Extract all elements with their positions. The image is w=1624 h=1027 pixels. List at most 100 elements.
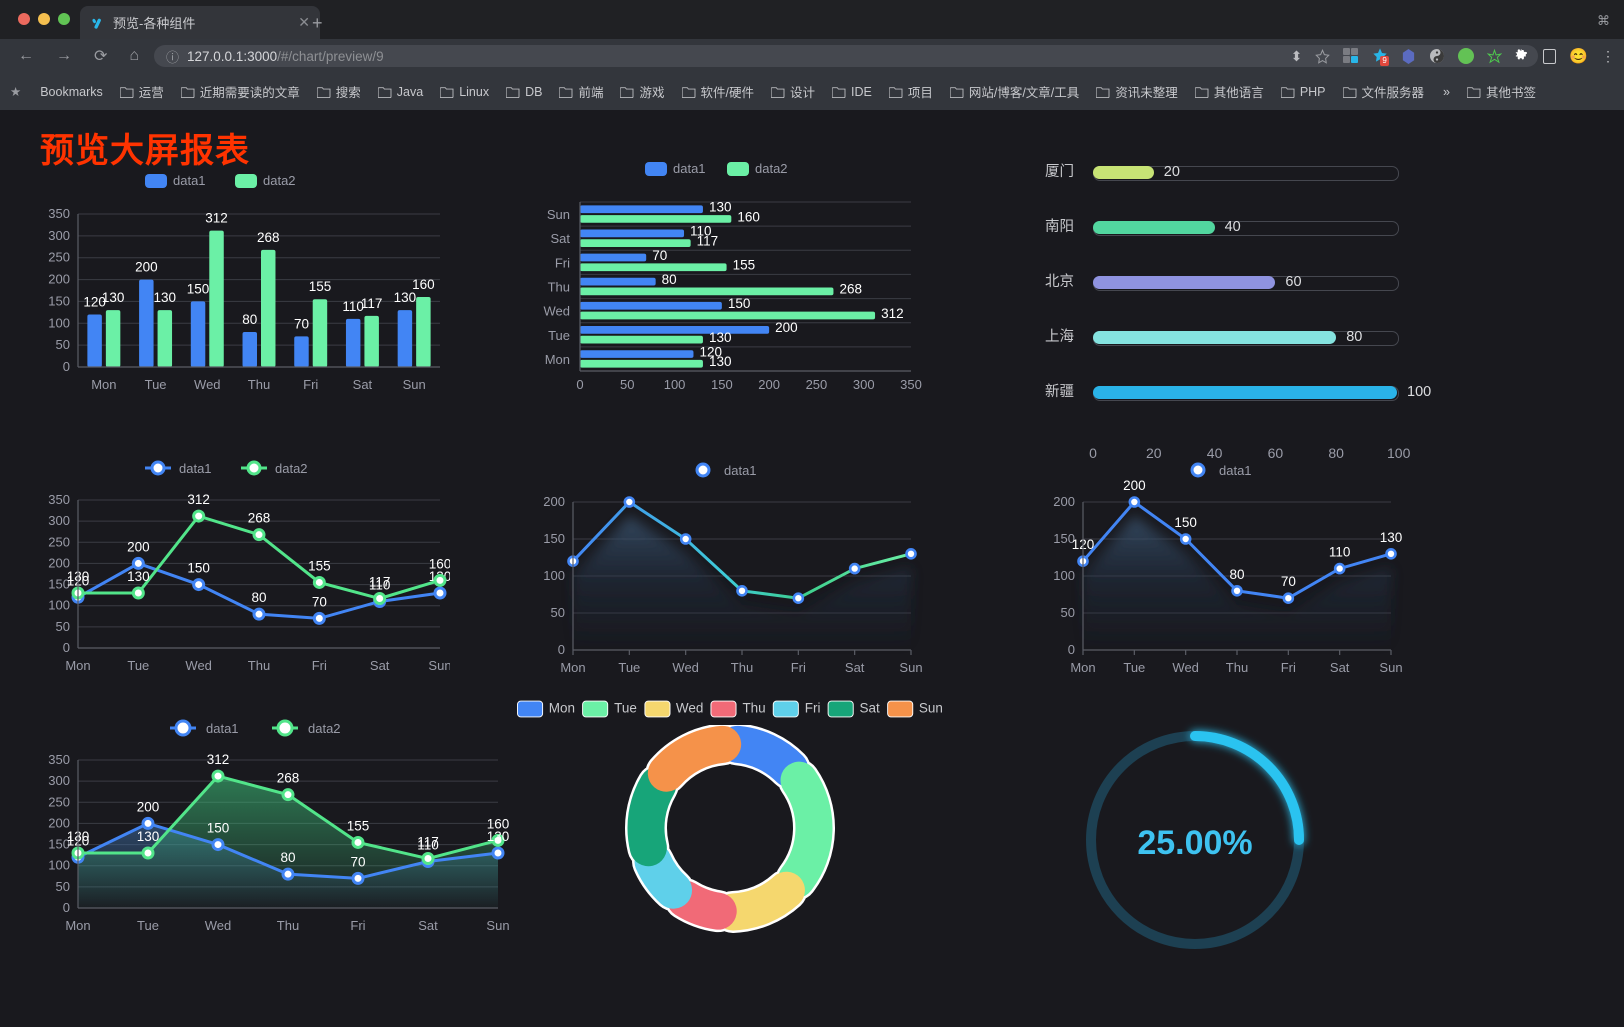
svg-text:200: 200 (135, 260, 158, 275)
svg-text:117: 117 (417, 835, 439, 850)
svg-text:150: 150 (48, 293, 70, 308)
svg-text:Thu: Thu (548, 280, 570, 295)
svg-text:Sun: Sun (403, 377, 426, 392)
svg-text:80: 80 (251, 590, 266, 605)
svg-text:130: 130 (709, 330, 732, 345)
svg-text:80: 80 (662, 272, 677, 287)
svg-text:50: 50 (56, 619, 70, 634)
svg-text:70: 70 (312, 594, 327, 609)
svg-text:150: 150 (543, 531, 565, 546)
svg-text:Mon: Mon (91, 377, 116, 392)
svg-text:130: 130 (1380, 530, 1403, 545)
svg-text:250: 250 (48, 794, 70, 809)
svg-text:Fri: Fri (312, 658, 327, 673)
svg-text:Sat: Sat (418, 918, 438, 933)
svg-text:155: 155 (347, 818, 370, 833)
svg-text:50: 50 (551, 605, 565, 620)
svg-text:312: 312 (207, 752, 230, 767)
svg-text:Sun: Sun (428, 658, 450, 673)
svg-text:Sun: Sun (486, 918, 509, 933)
svg-text:70: 70 (294, 316, 309, 331)
svg-text:25.00%: 25.00% (1137, 824, 1252, 862)
svg-text:Tue: Tue (548, 328, 570, 343)
svg-text:Tue: Tue (618, 660, 640, 675)
svg-text:350: 350 (48, 752, 70, 767)
svg-text:155: 155 (733, 258, 756, 273)
svg-text:80: 80 (1229, 567, 1244, 582)
svg-text:200: 200 (775, 320, 798, 335)
svg-text:160: 160 (429, 556, 450, 571)
svg-text:Thu: Thu (248, 377, 270, 392)
svg-text:data1: data1 (179, 461, 212, 476)
svg-text:0: 0 (63, 359, 70, 374)
svg-text:350: 350 (48, 492, 70, 507)
svg-text:Fri: Fri (791, 660, 806, 675)
svg-text:155: 155 (308, 558, 331, 573)
svg-text:Mon: Mon (1070, 660, 1095, 675)
svg-text:Wed: Wed (205, 918, 232, 933)
svg-text:250: 250 (48, 534, 70, 549)
svg-text:data1: data1 (673, 161, 706, 176)
svg-text:268: 268 (248, 511, 271, 526)
svg-text:150: 150 (1174, 515, 1197, 530)
svg-text:Wed: Wed (185, 658, 212, 673)
svg-text:100: 100 (664, 377, 686, 392)
svg-text:0: 0 (63, 640, 70, 655)
svg-text:Wed: Wed (672, 660, 699, 675)
svg-text:100: 100 (48, 315, 70, 330)
svg-text:130: 130 (709, 200, 732, 215)
svg-text:50: 50 (56, 337, 70, 352)
svg-text:268: 268 (839, 282, 862, 297)
svg-text:Mon: Mon (545, 352, 570, 367)
svg-text:data1: data1 (1219, 463, 1252, 478)
svg-text:100: 100 (543, 568, 565, 583)
svg-text:80: 80 (242, 312, 257, 327)
svg-text:155: 155 (309, 279, 332, 294)
svg-text:Mon: Mon (65, 918, 90, 933)
svg-text:data2: data2 (755, 161, 788, 176)
svg-text:Tue: Tue (1123, 660, 1145, 675)
svg-text:Sat: Sat (353, 377, 373, 392)
svg-text:300: 300 (48, 773, 70, 788)
svg-text:Tue: Tue (127, 658, 149, 673)
svg-text:160: 160 (737, 209, 760, 224)
svg-text:Wed: Wed (194, 377, 221, 392)
svg-text:300: 300 (48, 513, 70, 528)
svg-text:200: 200 (1123, 478, 1146, 493)
svg-text:300: 300 (853, 377, 875, 392)
svg-text:Sun: Sun (1379, 660, 1402, 675)
svg-text:Fri: Fri (555, 255, 570, 270)
svg-text:200: 200 (137, 799, 160, 814)
svg-text:Mon: Mon (65, 658, 90, 673)
svg-text:200: 200 (127, 539, 150, 554)
svg-text:Sat: Sat (370, 658, 390, 673)
svg-text:Sun: Sun (899, 660, 922, 675)
svg-text:data1: data1 (173, 173, 206, 188)
svg-text:100: 100 (48, 598, 70, 613)
svg-text:0: 0 (558, 642, 565, 657)
svg-text:Fri: Fri (303, 377, 318, 392)
svg-text:data2: data2 (308, 721, 341, 736)
svg-text:Wed: Wed (544, 304, 571, 319)
svg-text:117: 117 (369, 575, 391, 590)
svg-text:160: 160 (412, 277, 435, 292)
svg-text:117: 117 (697, 233, 719, 248)
svg-text:70: 70 (652, 248, 667, 263)
svg-text:312: 312 (881, 306, 904, 321)
svg-text:150: 150 (711, 377, 733, 392)
svg-text:130: 130 (137, 829, 160, 844)
svg-text:150: 150 (187, 281, 210, 296)
svg-text:200: 200 (1053, 494, 1075, 509)
svg-text:117: 117 (361, 296, 383, 311)
svg-text:150: 150 (207, 821, 230, 836)
svg-text:Thu: Thu (731, 660, 753, 675)
svg-text:160: 160 (487, 816, 510, 831)
svg-text:130: 130 (102, 290, 125, 305)
svg-text:200: 200 (758, 377, 780, 392)
svg-text:300: 300 (48, 228, 70, 243)
svg-text:110: 110 (1329, 545, 1351, 560)
svg-text:Sat: Sat (1330, 660, 1350, 675)
svg-text:Sat: Sat (550, 231, 570, 246)
svg-text:Sun: Sun (547, 207, 570, 222)
svg-text:50: 50 (620, 377, 634, 392)
